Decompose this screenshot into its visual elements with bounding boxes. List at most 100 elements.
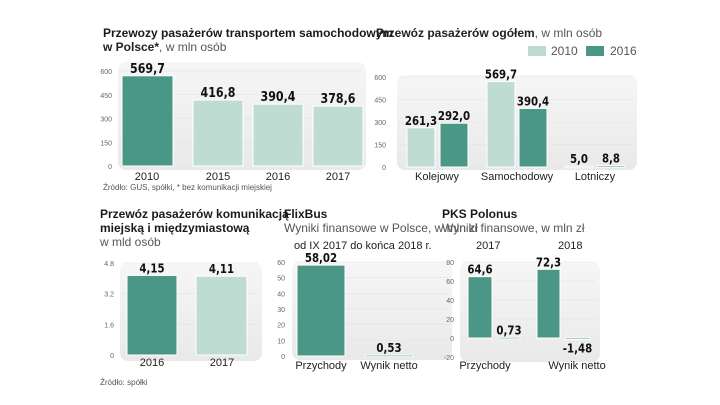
chart5-category-label: Przychody [459,360,511,372]
chart2-category-label: Kolejowy [415,171,460,183]
chart3-ytick-label: 0 [110,353,114,360]
chart2-bar [596,165,626,168]
chart4-title: FlixBus [284,207,328,221]
chart4-category-label: Przychody [295,360,347,372]
chart1-ytick-label: 150 [100,140,112,147]
chart4-bar [296,264,346,357]
legend-label-2010: 2010 [551,44,578,58]
chart2-data-label: 8,8 [602,152,620,166]
chart5-unit: Wyniki finansowe, w mln zł [442,221,585,235]
chart2-unit: , w mln osób [534,26,603,40]
legend-swatch-2010 [528,46,546,56]
chart3-unit: w mld osób [100,235,161,249]
chart4-unit: Wyniki finansowe w Polsce, w mln zł [284,221,478,235]
chart2-bar [518,107,548,168]
chart1-ytick-label: 600 [100,69,112,76]
chart2-bar [439,122,469,168]
chart2-category-label: Samochodowy [481,171,554,183]
chart1-title-line1: Przewozy pasażerów transportem samochodo… [103,26,394,40]
chart3-ytick-label: 1.6 [104,322,114,329]
chart4-ytick-label: 0 [281,354,285,361]
chart1-data-label: 569,7 [130,61,165,76]
chart5-bar [497,336,521,340]
chart3-category-label: 2017 [210,357,234,369]
chart1-ytick-label: 0 [108,164,112,171]
chart3-title-line1: Przewóz pasażerów komunikacją [100,207,289,221]
chart2-title-text: Przewóz pasażerów ogółem [376,26,535,40]
chart3-source: Źródło: spółki [100,378,148,387]
chart1-title-line2: w Polsce*, w mln osób [103,40,226,54]
legend-label-2016: 2016 [610,44,637,58]
chart3-ytick-label: 3.2 [104,292,114,299]
chart5-series-label-2018: 2018 [558,240,583,252]
chart5-ytick-label: 60 [446,279,454,286]
chart5-plot-background [460,262,600,362]
chart4-data-label: 0,53 [376,341,401,355]
chart4-period: od IX 2017 do końca 2018 r. [294,240,432,252]
chart1-source: Źródło: GUS, spółki, * bez komunikacji m… [103,183,272,192]
chart2-ytick-label: 450 [374,98,386,105]
chart5-category-label: Wynik netto [548,360,605,372]
chart5-bar [564,337,591,340]
chart1-category-label: 2017 [326,171,350,183]
chart4-ytick-label: 40 [277,291,285,298]
chart5-ytick-label: 0 [450,336,454,343]
chart4-ytick-label: 30 [277,307,285,314]
chart3-category-label: 2016 [140,357,164,369]
chart5-data-label: 72,3 [536,256,561,270]
chart5-ytick-label: 20 [446,317,454,324]
chart1-category-label: 2015 [206,171,230,183]
chart1-category-label: 2016 [266,171,290,183]
legend-swatch-2016 [586,46,604,56]
chart4-ytick-label: 20 [277,323,285,330]
chart1-ytick-label: 300 [100,117,112,124]
chart2-category-label: Lotniczy [575,171,616,183]
chart3-bar [126,274,178,356]
chart1-unit: , w mln osób [159,40,227,54]
chart1-bar [312,105,364,167]
chart2-data-label: 5,0 [570,152,588,166]
chart2-ytick-label: 150 [374,143,386,150]
chart5-series-label-2017: 2017 [476,240,501,252]
chart3-ytick-label: 4.8 [104,261,114,268]
chart2-bar [564,165,594,169]
chart2-bar [486,81,516,168]
chart4-ytick-label: 50 [277,276,285,283]
chart5-ytick-label: 80 [446,260,454,267]
chart5-ytick-label: -20 [444,355,454,362]
chart2-ytick-label: 600 [374,75,386,82]
chart1-bar [252,103,304,167]
chart1-data-label: 416,8 [201,85,236,100]
chart5-bar [536,268,561,339]
chart5-data-label: -1,48 [563,342,593,356]
chart5-ytick-label: 40 [446,298,454,305]
chart1-data-label: 390,4 [261,89,296,104]
chart1-bar [192,99,244,167]
chart2-ytick-label: 0 [382,165,386,172]
chart3-title-line2: miejską i międzymiastową [100,221,250,235]
chart3-data-label: 4,15 [139,262,164,276]
chart5-data-label: 64,6 [467,263,492,277]
chart2-title: Przewóz pasażerów ogółem, w mln osób [376,26,602,40]
chart1-ytick-label: 450 [100,93,112,100]
chart1-data-label: 378,6 [321,91,356,106]
chart2-data-label: 569,7 [485,68,517,82]
chart2-bar [406,127,436,168]
chart3-data-label: 4,11 [209,262,234,276]
chart5-data-label: 0,73 [496,324,521,338]
chart2-data-label: 261,3 [405,114,437,128]
chart4-bar [364,354,414,358]
chart3-bar [195,275,248,356]
chart2-ytick-label: 300 [374,120,386,127]
chart4-data-label: 58,02 [305,251,337,265]
chart5-bar [467,276,493,339]
chart4-category-label: Wynik netto [360,360,417,372]
chart1-title-line2-text: w Polsce* [103,40,160,54]
chart4-ytick-label: 60 [277,260,285,267]
chart2-data-label: 292,0 [438,109,470,123]
chart1-category-label: 2010 [135,171,159,183]
chart5-title: PKS Polonus [442,207,518,221]
chart2-data-label: 390,4 [517,95,549,109]
chart1-bar [121,75,174,167]
